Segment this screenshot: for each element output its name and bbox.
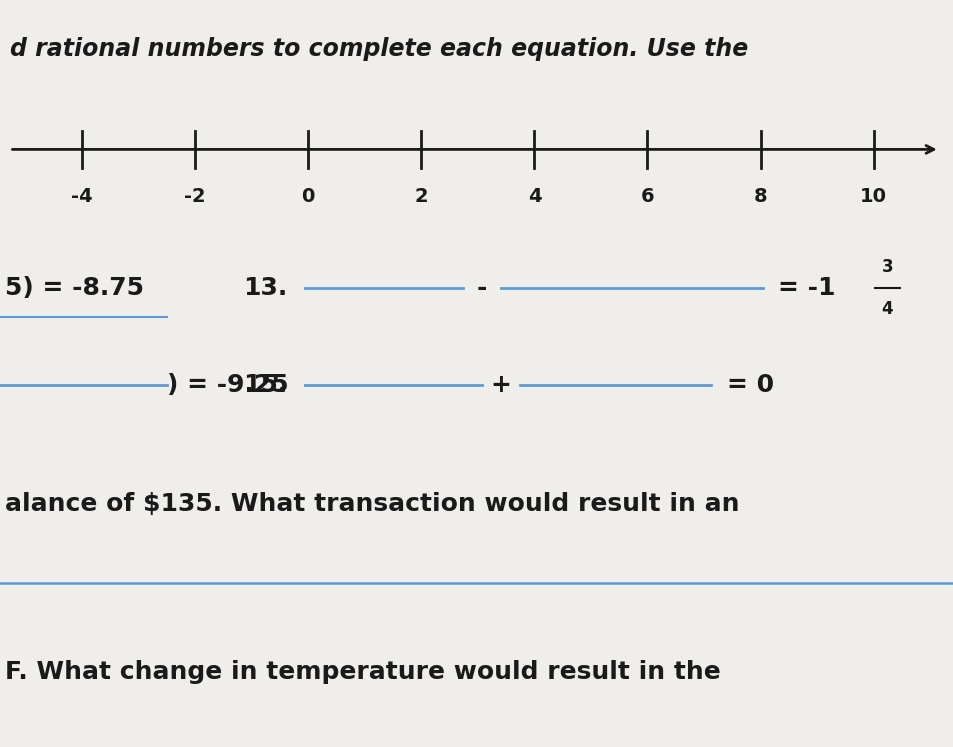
- Text: 5) = -8.75: 5) = -8.75: [5, 276, 144, 300]
- Text: +: +: [490, 373, 511, 397]
- Text: -2: -2: [184, 187, 206, 205]
- Text: 0: 0: [301, 187, 314, 205]
- Text: 10: 10: [860, 187, 886, 205]
- Text: 8: 8: [753, 187, 766, 205]
- Text: 13.: 13.: [243, 276, 287, 300]
- Text: 3: 3: [881, 258, 892, 276]
- Text: 15.: 15.: [243, 373, 287, 397]
- Text: 4: 4: [881, 300, 892, 317]
- Text: 6: 6: [640, 187, 654, 205]
- Text: ) = -9.25: ) = -9.25: [167, 373, 288, 397]
- Text: -4: -4: [71, 187, 92, 205]
- Text: 4: 4: [527, 187, 540, 205]
- Text: alance of $135. What transaction would result in an: alance of $135. What transaction would r…: [5, 492, 739, 516]
- Text: -: -: [476, 276, 486, 300]
- Text: = -1: = -1: [777, 276, 834, 300]
- Text: F. What change in temperature would result in the: F. What change in temperature would resu…: [5, 660, 720, 684]
- Text: = 0: = 0: [726, 373, 773, 397]
- Text: d rational numbers to complete each equation. Use the: d rational numbers to complete each equa…: [10, 37, 747, 61]
- Text: 2: 2: [415, 187, 428, 205]
